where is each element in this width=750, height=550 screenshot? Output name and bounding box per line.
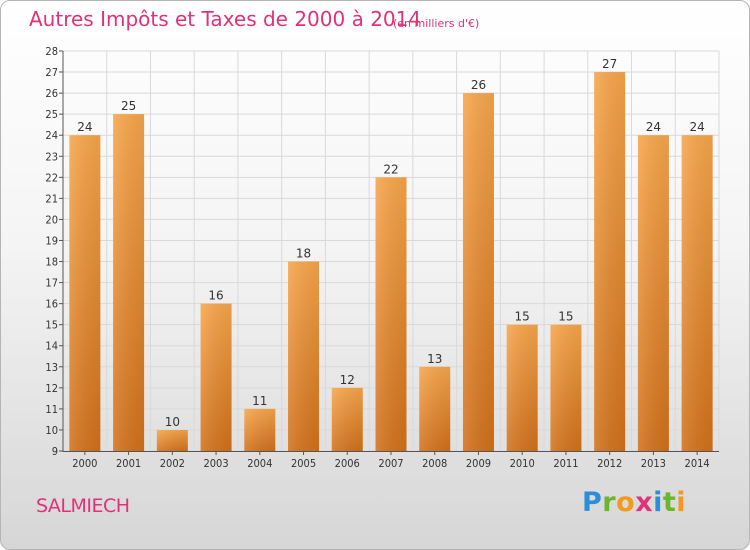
bar-shade (681, 135, 713, 452)
bar-value-label: 12 (340, 373, 355, 387)
x-tick-label: 2011 (553, 457, 578, 470)
y-tick-label: 16 (45, 298, 58, 311)
y-tick-label: 24 (45, 129, 58, 142)
x-tick-label: 2012 (597, 457, 622, 470)
bar-value-label: 25 (121, 99, 136, 113)
value-labels: 24 25 10 16 11 18 12 22 13 26 15 15 27 24 24 (77, 57, 705, 429)
x-tick-label: 2002 (160, 457, 185, 470)
bar-shade (156, 429, 188, 451)
logo-letter: o (616, 487, 636, 518)
proxiti-logo[interactable]: Proxiti (582, 487, 686, 518)
bar-value-label: 15 (515, 310, 530, 324)
bar-shade (244, 408, 276, 451)
bar-value-label: 26 (471, 78, 486, 92)
bar-value-label: 18 (296, 247, 311, 261)
x-tick-label: 2006 (335, 457, 360, 470)
chart-subtitle: (en milliers d'€) (393, 17, 480, 30)
y-tick-label: 25 (45, 108, 58, 121)
bar-shade (375, 177, 407, 451)
x-tick-label: 2005 (291, 457, 316, 470)
x-tick-label: 2001 (116, 457, 141, 470)
bar-value-label: 24 (689, 120, 704, 134)
bar-value-label: 11 (252, 394, 267, 408)
x-tick-label: 2003 (203, 457, 228, 470)
logo-letter: P (582, 487, 603, 518)
x-tick-label: 2004 (247, 457, 272, 470)
bar-value-label: 15 (558, 310, 573, 324)
bar-value-label: 24 (646, 120, 661, 134)
bar-shade (200, 303, 232, 451)
bar-shade (331, 387, 363, 451)
bar-shade (462, 93, 494, 452)
axes: 9 10 11 12 13 14 15 16 17 18 19 20 21 22 23 24 25 26 27 28 2… (45, 45, 719, 470)
bar-shade (594, 72, 626, 451)
y-tick-label: 11 (45, 403, 58, 416)
chart-title: Autres Impôts et Taxes de 2000 à 2014 (29, 7, 422, 31)
y-tick-label: 17 (45, 277, 58, 290)
y-tick-label: 18 (45, 256, 58, 269)
bar-shade (419, 366, 451, 451)
y-tick-label: 27 (45, 66, 58, 79)
bar-shade (69, 135, 101, 452)
y-tick-label: 28 (45, 45, 58, 58)
x-tick-label: 2014 (685, 457, 710, 470)
x-tick-label: 2013 (641, 457, 666, 470)
bar-shade (506, 324, 538, 451)
y-tick-label: 12 (45, 382, 58, 395)
bar-value-label: 24 (77, 120, 92, 134)
y-tick-label: 23 (45, 150, 58, 163)
bar-shade (288, 261, 320, 451)
logo-letter: i (653, 487, 663, 518)
y-tick-label: 10 (45, 424, 58, 437)
bar-value-label: 10 (165, 415, 180, 429)
logo-letter: x (635, 487, 654, 518)
x-tick-label: 2007 (378, 457, 403, 470)
x-tick-label: 2008 (422, 457, 447, 470)
bar-shade (550, 324, 582, 451)
bar-shade (637, 135, 669, 452)
y-tick-label: 21 (45, 192, 58, 205)
x-tick-label: 2009 (466, 457, 491, 470)
bar-value-label: 13 (427, 352, 442, 366)
x-tick-label: 2010 (510, 457, 535, 470)
bar-shade (113, 114, 145, 451)
y-tick-label: 9 (52, 445, 58, 458)
x-tick-label: 2000 (72, 457, 97, 470)
bar-value-label: 16 (208, 289, 223, 303)
bar-value-label: 22 (383, 162, 398, 176)
logo-letter: r (602, 487, 617, 518)
town-name: SALMIECH (36, 495, 130, 517)
bar-value-label: 27 (602, 57, 617, 71)
y-tick-label: 13 (45, 361, 58, 374)
y-tick-label: 15 (45, 319, 58, 332)
y-tick-label: 26 (45, 87, 58, 100)
bars (69, 72, 713, 452)
y-tick-label: 22 (45, 171, 58, 184)
logo-letter: t (662, 487, 677, 518)
logo-letter: i (676, 487, 687, 518)
y-tick-label: 14 (45, 340, 58, 353)
y-tick-label: 20 (45, 213, 58, 226)
y-tick-label: 19 (45, 234, 58, 247)
